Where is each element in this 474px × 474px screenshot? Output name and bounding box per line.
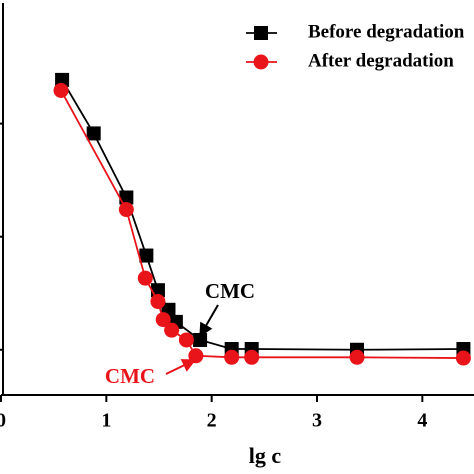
- data-point: [224, 349, 240, 365]
- x-tick-label: 0: [0, 410, 6, 432]
- x-tick-label: 1: [101, 410, 111, 432]
- annotation-arrow: [165, 359, 197, 375]
- annotation-arrow: [199, 304, 219, 338]
- annotation: CMC: [205, 279, 255, 303]
- annotation: CMC: [105, 364, 155, 388]
- series-line: [60, 90, 464, 359]
- data-point: [244, 349, 260, 365]
- data-point: [455, 350, 471, 366]
- x-tick-label: 2: [207, 410, 217, 432]
- legend-marker: [254, 26, 268, 40]
- x-axis-label: lg c: [249, 443, 282, 468]
- data-point: [86, 126, 101, 141]
- data-point: [118, 202, 134, 218]
- data-point: [137, 270, 153, 286]
- data-point: [349, 349, 365, 365]
- legend-label: After degradation: [308, 50, 454, 71]
- x-tick-label: 3: [312, 410, 322, 432]
- data-point: [150, 294, 166, 310]
- data-point: [139, 248, 154, 263]
- legend-label: Before degradation: [308, 21, 465, 42]
- data-point: [119, 190, 134, 205]
- data-point: [164, 322, 180, 338]
- data-point: [53, 82, 69, 98]
- data-point: [155, 312, 171, 328]
- legend-marker: [253, 54, 269, 70]
- x-tick-label: 4: [417, 410, 427, 432]
- data-point: [178, 332, 194, 348]
